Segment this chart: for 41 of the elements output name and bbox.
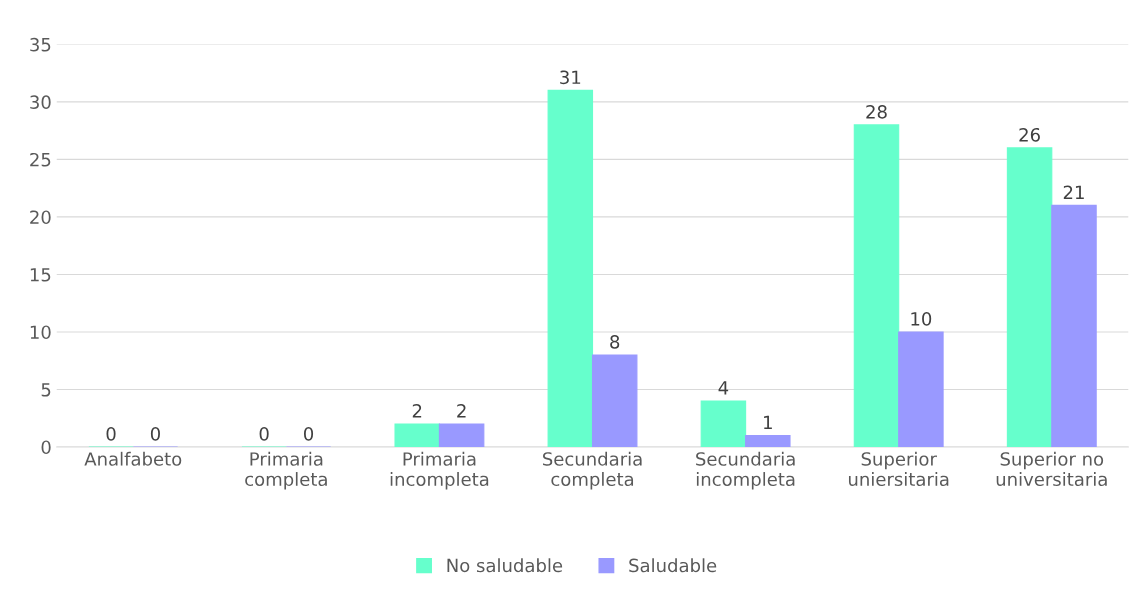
y-tick-label: 20 <box>30 210 51 225</box>
legend-label: Saludable <box>629 558 717 573</box>
legend-label: No saludable <box>447 558 563 573</box>
bar <box>547 89 594 447</box>
data-label: 8 <box>610 335 620 349</box>
bar <box>853 124 900 447</box>
data-label: 2 <box>412 404 422 418</box>
data-label: 31 <box>560 70 581 85</box>
bar <box>1051 204 1097 447</box>
y-tick-label: 15 <box>30 268 51 282</box>
y-tick-label: 10 <box>30 325 51 340</box>
y-tick-label: 25 <box>30 152 51 167</box>
data-label: 21 <box>1063 185 1084 199</box>
y-tick-label: 5 <box>41 383 51 397</box>
data-label: 1 <box>764 415 772 429</box>
data-label: 0 <box>150 427 160 441</box>
bar <box>700 400 747 447</box>
x-tick-label: Superior no universitaria <box>996 451 1107 487</box>
bar <box>1006 147 1053 447</box>
bar <box>898 331 944 447</box>
bar <box>394 423 440 447</box>
x-tick-label: Analfabeto <box>84 451 182 466</box>
data-label: 4 <box>718 381 729 395</box>
x-tick-label: Secundaria completa <box>543 451 642 490</box>
bar <box>438 423 485 447</box>
bar <box>745 434 791 447</box>
bar <box>591 354 638 447</box>
y-tick-label: 35 <box>30 37 51 52</box>
x-tick-label: Superior uniersitaria <box>848 451 949 487</box>
data-label: 10 <box>911 312 932 326</box>
data-label: 0 <box>106 427 116 441</box>
data-label: 0 <box>259 427 269 441</box>
data-label: 28 <box>866 104 887 119</box>
x-tick-label: Primaria completa <box>245 451 327 490</box>
data-label: 0 <box>303 427 314 441</box>
data-label: 2 <box>457 404 466 418</box>
x-tick-label: Primaria incompleta <box>390 451 489 490</box>
x-tick-label: Secundaria incompleta <box>696 451 795 490</box>
y-tick-label: 30 <box>30 95 51 110</box>
y-tick-label: 0 <box>41 440 51 455</box>
data-label: 26 <box>1019 127 1040 142</box>
